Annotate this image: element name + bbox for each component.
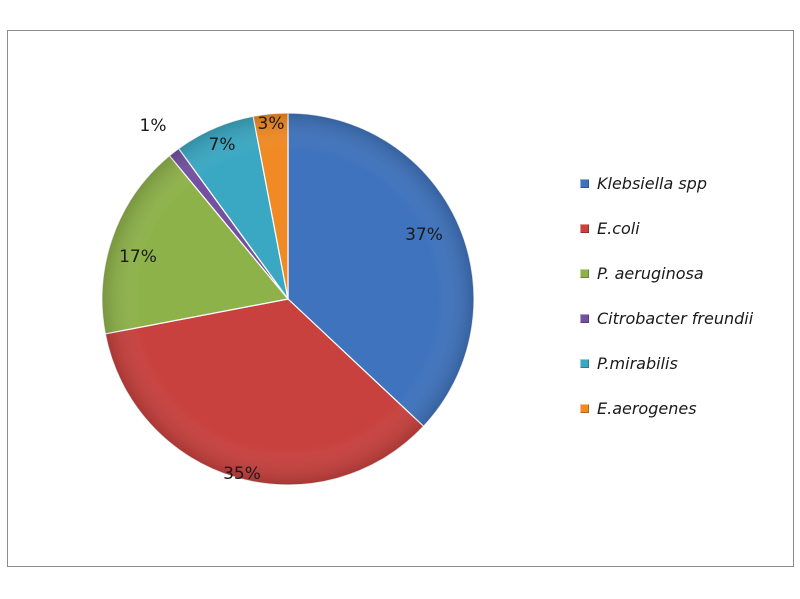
legend-label: E.coli [597,219,640,238]
legend: Klebsiella spp E.coli P. aeruginosa Citroba… [580,172,753,442]
pie-data-labels: 37% 35% 17% 1% 7% 3% [119,114,443,484]
legend-item-p-mirabilis: P.mirabilis [580,352,753,375]
legend-swatch [580,359,589,368]
legend-label: P. aeruginosa [597,264,704,283]
data-label-e-aerogenes: 3% [258,114,285,134]
legend-item-klebsiella-spp: Klebsiella spp [580,172,753,195]
pie-slices [101,112,475,486]
data-label-citrobacter-freundii: 1% [140,116,167,136]
legend-label: E.aerogenes [597,399,697,418]
legend-label: P.mirabilis [597,354,678,373]
data-label-p-mirabilis: 7% [209,135,236,155]
legend-label: Klebsiella spp [597,174,707,193]
data-label-klebsiella-spp: 37% [405,225,443,245]
data-label-e-coli: 35% [223,464,261,484]
legend-swatch [580,314,589,323]
legend-item-citrobacter-freundii: Citrobacter freundii [580,307,753,330]
legend-label: Citrobacter freundii [597,309,754,328]
legend-item-e-aerogenes: E.aerogenes [580,397,753,420]
legend-swatch [580,404,589,413]
legend-swatch [580,179,589,188]
legend-swatch [580,269,589,278]
legend-item-e-coli: E.coli [580,217,753,240]
legend-item-p-aeruginosa: P. aeruginosa [580,262,753,285]
data-label-p-aeruginosa: 17% [119,247,157,267]
legend-swatch [580,224,589,233]
